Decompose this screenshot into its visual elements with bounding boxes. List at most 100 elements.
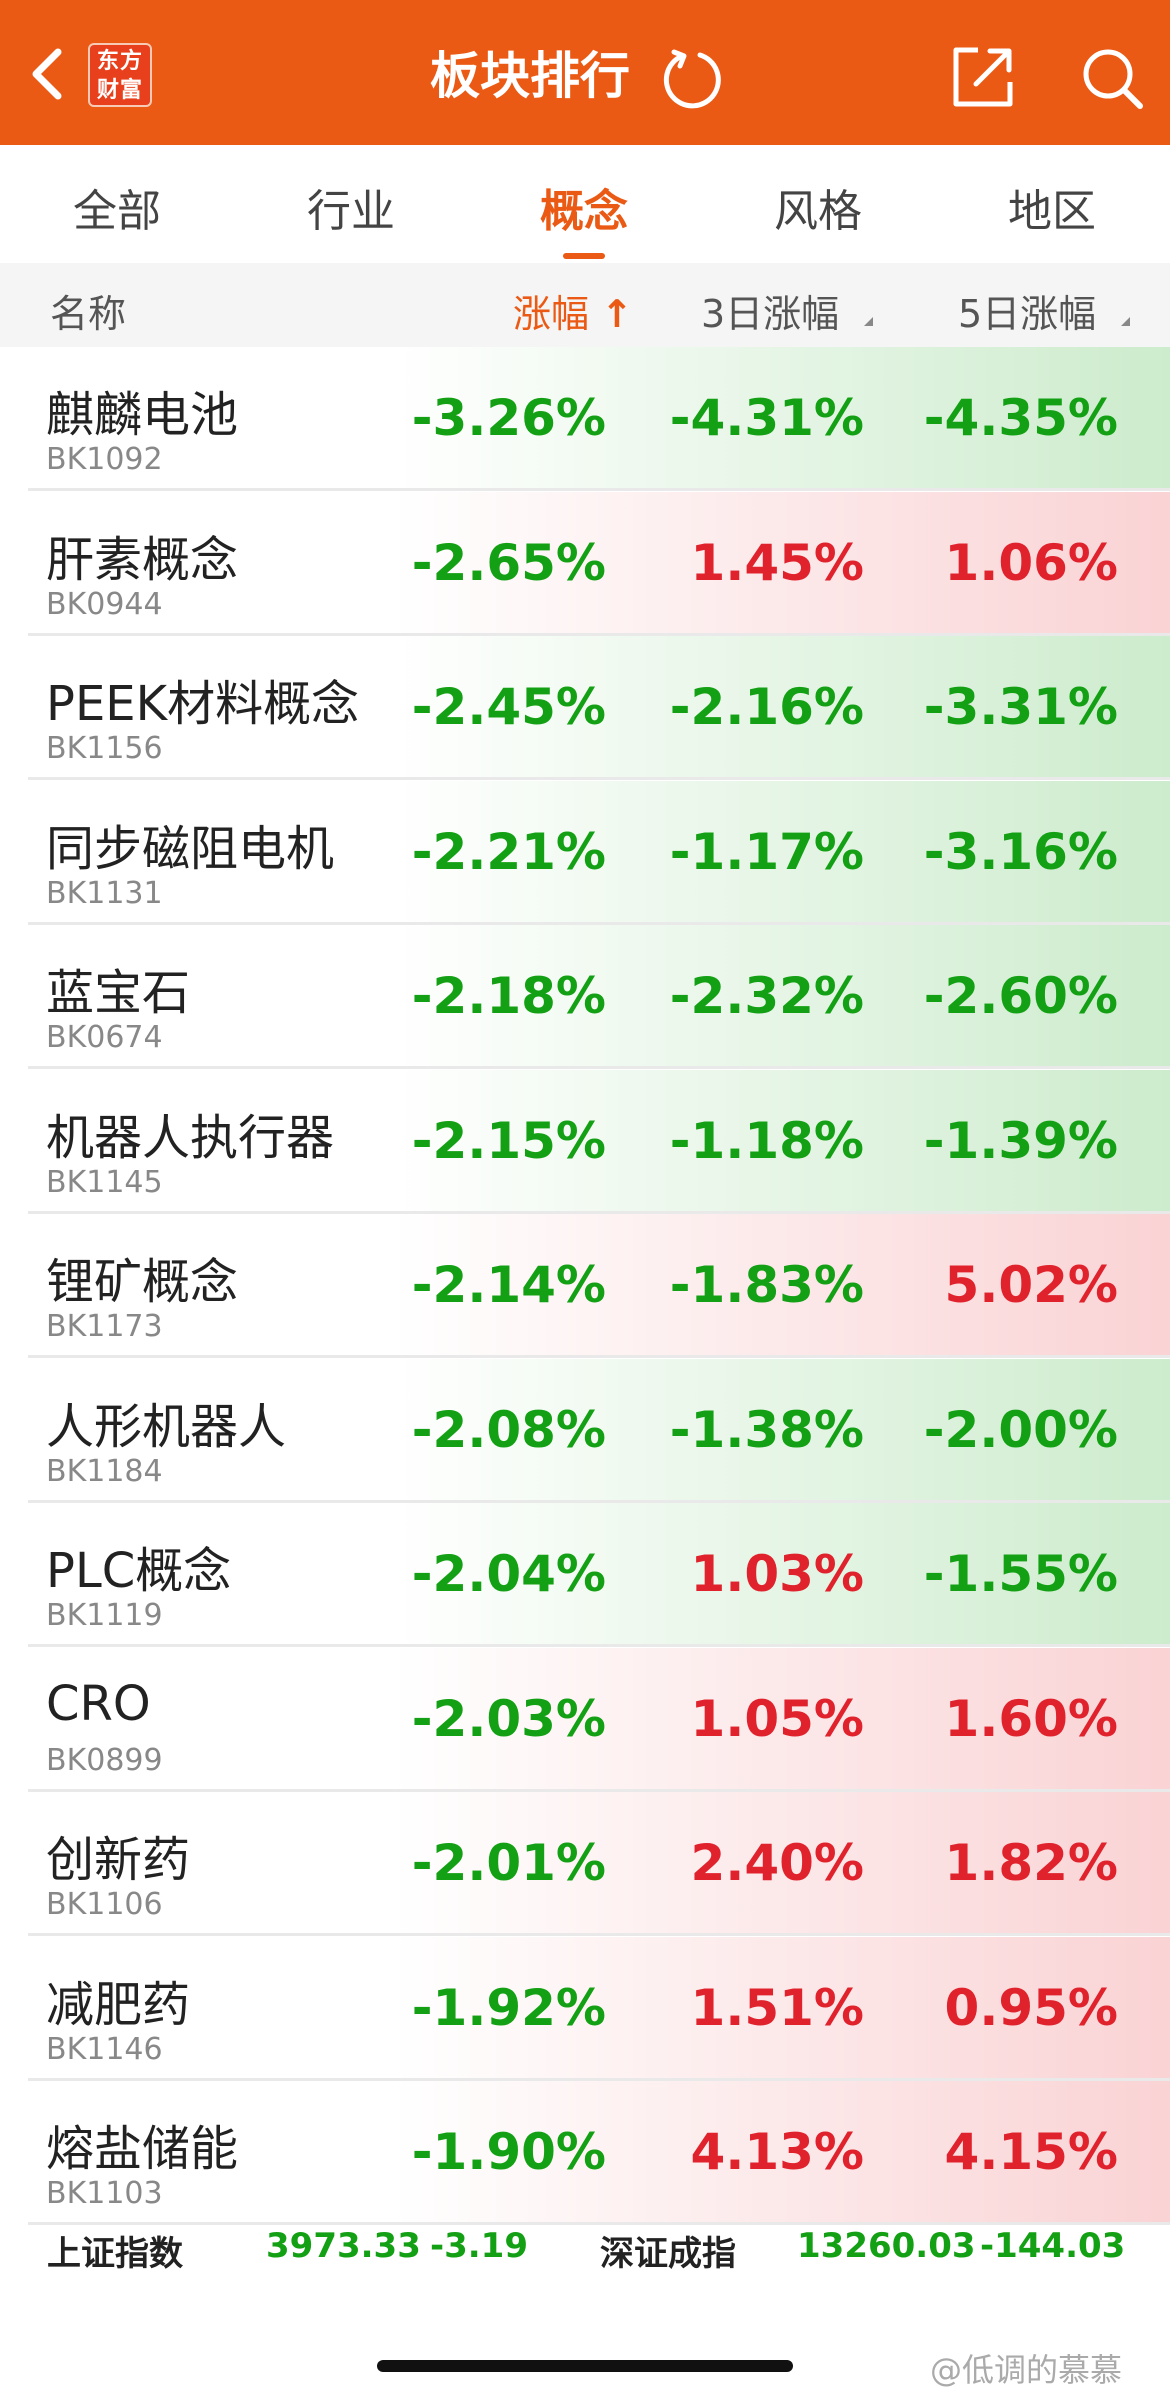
tab-all[interactable]: 全部 xyxy=(73,186,161,237)
column-change-sort[interactable]: 涨幅 ↑ xyxy=(513,283,633,338)
row-heat-background xyxy=(28,636,1170,777)
search-button[interactable] xyxy=(1080,46,1144,110)
change-5d-value: -2.00% xyxy=(923,1400,1118,1459)
sz-index-name: 深证成指 xyxy=(600,2234,736,2274)
row-heat-background xyxy=(28,1069,1170,1211)
change-3d-value: -1.38% xyxy=(669,1400,864,1459)
category-tabs: 全部 行业 概念 风格 地区 xyxy=(0,145,1170,263)
column-change-5d-sort[interactable]: 5日涨幅 xyxy=(958,283,1096,338)
sector-row[interactable]: 同步磁阻电机 BK1131 -2.21% -1.17% -3.16% xyxy=(28,780,1170,925)
back-button[interactable] xyxy=(20,38,80,108)
change-value: -2.08% xyxy=(411,1400,606,1459)
column-change-5d-label: 5日涨幅 xyxy=(958,292,1097,336)
sector-code: BK1156 xyxy=(46,731,163,766)
share-button[interactable] xyxy=(950,44,1016,110)
column-change-3d-sort[interactable]: 3日涨幅 xyxy=(701,283,839,338)
sector-row[interactable]: 创新药 BK1106 -2.01% 2.40% 1.82% xyxy=(28,1792,1170,1936)
row-heat-background xyxy=(28,780,1170,922)
logo-line-1: 东方 xyxy=(96,49,143,74)
sh-index-name: 上证指数 xyxy=(47,2234,183,2274)
change-value: -2.45% xyxy=(411,678,606,736)
sector-row[interactable]: 减肥药 BK1146 -1.92% 1.51% 0.95% xyxy=(28,1936,1170,2081)
home-indicator xyxy=(377,2360,793,2372)
row-heat-background xyxy=(28,1503,1170,1644)
active-tab-indicator xyxy=(563,253,605,259)
sector-name: 创新药 xyxy=(46,1832,191,1888)
row-heat-background xyxy=(28,1936,1170,2078)
change-3d-value: -1.17% xyxy=(669,822,864,881)
refresh-button[interactable] xyxy=(660,46,724,110)
change-3d-value: 1.05% xyxy=(690,1689,864,1748)
change-value: -2.03% xyxy=(411,1689,606,1748)
column-change-3d-label: 3日涨幅 xyxy=(701,292,840,336)
change-5d-value: -2.60% xyxy=(923,967,1118,1025)
sector-name: 蓝宝石 xyxy=(46,965,191,1021)
row-heat-background xyxy=(28,925,1170,1066)
change-5d-value: 0.95% xyxy=(944,1978,1118,2037)
change-value: -2.01% xyxy=(411,1834,606,1892)
sector-row[interactable]: 麒麟电池 BK1092 -3.26% -4.31% -4.35% xyxy=(28,347,1170,491)
row-heat-background xyxy=(28,1358,1170,1500)
column-name-label: 名称 xyxy=(50,292,127,336)
change-value: -2.21% xyxy=(411,822,606,881)
change-value: -2.14% xyxy=(411,1256,606,1314)
sector-row[interactable]: 锂矿概念 BK1173 -2.14% -1.83% 5.02% xyxy=(28,1214,1170,1358)
refresh-icon xyxy=(663,49,721,109)
change-3d-value: -1.18% xyxy=(669,1111,864,1170)
sort-indicator-icon xyxy=(1121,317,1130,326)
share-external-icon xyxy=(953,47,1013,107)
change-5d-value: -1.39% xyxy=(923,1111,1118,1170)
sector-code: BK1103 xyxy=(46,2176,163,2211)
change-3d-value: -2.32% xyxy=(669,967,864,1025)
sector-name: 麒麟电池 xyxy=(46,387,239,443)
change-5d-value: 1.60% xyxy=(944,1689,1118,1748)
change-value: -2.15% xyxy=(411,1111,606,1170)
change-3d-value: -4.31% xyxy=(669,389,864,447)
sector-row[interactable]: CRO BK0899 -2.03% 1.05% 1.60% xyxy=(28,1647,1170,1792)
sz-index-change: -144.03 xyxy=(980,2226,1126,2266)
search-icon xyxy=(1083,49,1143,109)
change-value: -2.04% xyxy=(411,1545,606,1603)
sector-name: 肝素概念 xyxy=(46,531,239,588)
sector-code: BK1119 xyxy=(46,1598,163,1633)
sector-row[interactable]: PLC概念 BK1119 -2.04% 1.03% -1.55% xyxy=(28,1503,1170,1647)
tab-concept[interactable]: 概念 xyxy=(540,186,628,237)
tab-industry[interactable]: 行业 xyxy=(307,186,395,237)
change-5d-value: 5.02% xyxy=(944,1256,1118,1314)
sector-row[interactable]: 蓝宝石 BK0674 -2.18% -2.32% -2.60% xyxy=(28,925,1170,1069)
chevron-left-icon xyxy=(32,48,62,100)
sector-row[interactable]: 机器人执行器 BK1145 -2.15% -1.18% -1.39% xyxy=(28,1069,1170,1214)
sector-row[interactable]: 肝素概念 BK0944 -2.65% 1.45% 1.06% xyxy=(28,491,1170,636)
tab-style[interactable]: 风格 xyxy=(774,186,862,237)
sector-row[interactable]: 熔盐储能 BK1103 -1.90% 4.13% 4.15% xyxy=(28,2081,1170,2225)
sz-index-value: 13260.03 xyxy=(797,2226,976,2266)
row-heat-background xyxy=(28,1647,1170,1789)
change-value: -2.18% xyxy=(411,967,606,1025)
market-index-bar[interactable]: 上证指数 3973.33 -3.19 深证成指 13260.03 -144.03 xyxy=(0,2222,1170,2278)
change-5d-value: -1.55% xyxy=(923,1545,1118,1603)
change-value: -1.92% xyxy=(411,1978,606,2037)
tab-region[interactable]: 地区 xyxy=(1008,186,1096,237)
change-3d-value: 1.51% xyxy=(690,1978,864,2037)
sector-code: BK1173 xyxy=(46,1309,163,1344)
sector-code: BK1131 xyxy=(46,875,163,911)
sector-row[interactable]: 人形机器人 BK1184 -2.08% -1.38% -2.00% xyxy=(28,1358,1170,1503)
change-3d-value: -2.16% xyxy=(669,678,864,736)
row-heat-background xyxy=(28,2081,1170,2222)
row-heat-background xyxy=(28,1792,1170,1933)
sector-code: BK0674 xyxy=(46,1020,163,1055)
row-heat-background xyxy=(28,1214,1170,1355)
change-3d-value: -1.83% xyxy=(669,1256,864,1314)
sort-indicator-icon xyxy=(864,317,873,326)
sector-row[interactable]: PEEK材料概念 BK1156 -2.45% -2.16% -3.31% xyxy=(28,636,1170,780)
change-3d-value: 1.45% xyxy=(690,533,864,592)
sector-name: 人形机器人 xyxy=(46,1398,287,1455)
change-value: -2.65% xyxy=(411,533,606,592)
change-5d-value: 1.82% xyxy=(944,1834,1118,1892)
sector-code: BK1146 xyxy=(46,2031,163,2067)
page-title: 板块排行 xyxy=(430,47,630,105)
row-heat-background xyxy=(28,491,1170,633)
sh-index-change: -3.19 xyxy=(430,2226,528,2266)
change-5d-value: 4.15% xyxy=(944,2123,1118,2181)
